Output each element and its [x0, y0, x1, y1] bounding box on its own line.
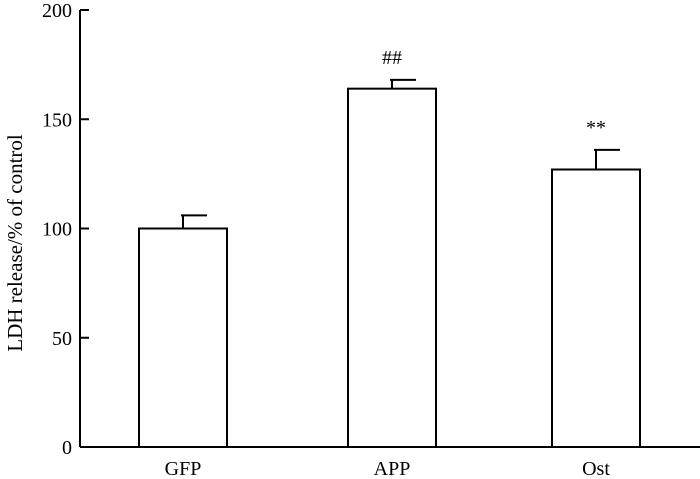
y-tick-label-0: 0: [62, 437, 72, 459]
y-tick-label-50: 50: [52, 328, 72, 350]
bar-app: [347, 87, 437, 448]
bar-gfp: [138, 227, 228, 448]
y-tick-label-100: 100: [42, 219, 72, 241]
bar-ost: [551, 168, 641, 448]
y-tick-label-150: 150: [42, 109, 72, 131]
significance-marker-ost: **: [586, 117, 606, 139]
x-tick-label-gfp: GFP: [165, 458, 202, 479]
x-axis: GFP APP Ost: [80, 446, 700, 479]
significance-marker-app: ##: [382, 47, 402, 69]
x-tick-label-app: APP: [374, 458, 411, 479]
x-tick-label-ost: Ost: [582, 458, 610, 479]
y-axis: 0 50 100 150 200: [42, 0, 89, 459]
y-tick-label-200: 200: [42, 0, 72, 22]
bars: ## **: [138, 47, 641, 448]
y-axis-label: LDH release/% of control: [3, 134, 27, 352]
